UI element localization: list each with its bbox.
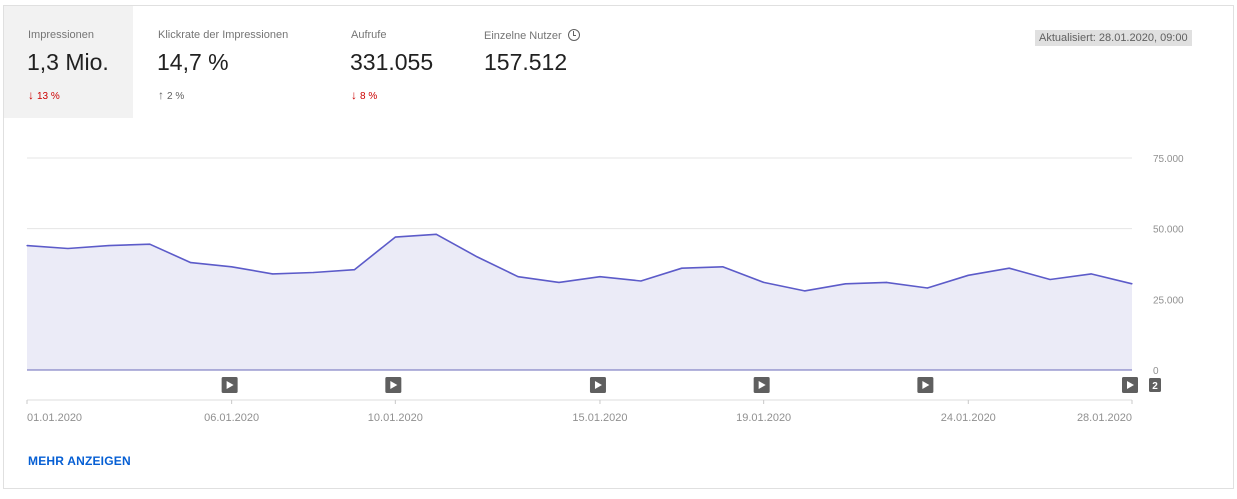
metric-value: 331.055 — [350, 49, 434, 75]
data-point[interactable] — [67, 247, 69, 250]
arrow-up-icon: ↑ — [158, 88, 164, 102]
data-point[interactable] — [558, 281, 560, 283]
data-point[interactable] — [108, 245, 110, 247]
x-tick-label: 24.01.2020 — [941, 412, 996, 424]
metric-delta: ↓ 8 % — [351, 88, 378, 102]
data-point[interactable] — [885, 281, 888, 283]
x-tick-label: 06.01.2020 — [204, 412, 259, 424]
x-tick-label: 19.01.2020 — [736, 412, 791, 424]
y-tick-label: 25.000 — [1153, 295, 1184, 306]
metric-views[interactable]: Aufrufe 331.055 ↓ 8 % — [323, 6, 457, 118]
metric-value: 1,3 Mio. — [27, 49, 109, 75]
data-point[interactable] — [967, 274, 969, 276]
metric-delta: ↑ 2 % — [158, 88, 185, 102]
play-icon[interactable] — [917, 377, 934, 393]
x-tick-label: 01.01.2020 — [27, 412, 82, 424]
metric-label: Klickrate der Impressionen — [158, 29, 289, 41]
metric-delta: ↓ 13 % — [28, 88, 60, 102]
play-icon[interactable] — [385, 377, 402, 393]
data-point[interactable] — [231, 266, 233, 268]
data-point[interactable] — [312, 271, 315, 274]
x-tick-label: 15.01.2020 — [572, 412, 627, 424]
data-point[interactable] — [803, 290, 806, 292]
show-more-link[interactable]: MEHR ANZEIGEN — [28, 454, 131, 468]
series-line — [26, 233, 1133, 292]
updated-badge: Aktualisiert: 28.01.2020, 09:00 — [1035, 30, 1192, 46]
data-point[interactable] — [1131, 283, 1133, 285]
data-point[interactable] — [271, 273, 274, 275]
play-icon[interactable] — [1122, 377, 1138, 393]
data-point[interactable] — [926, 287, 928, 289]
x-tick-label: 28.01.2020 — [1077, 412, 1132, 424]
metric-label: Aufrufe — [351, 29, 387, 41]
data-point[interactable] — [599, 276, 601, 278]
metric-label: Impressionen — [28, 29, 95, 41]
metric-ctr[interactable]: Klickrate der Impressionen 14,7 % ↑ 2 % — [133, 6, 323, 118]
data-point[interactable] — [722, 266, 724, 268]
data-point[interactable] — [353, 269, 356, 271]
metric-unique-users[interactable]: Einzelne Nutzer 157.512 — [457, 6, 617, 118]
y-tick-label: 75.000 — [1153, 154, 1184, 165]
line-chart: 0 25.000 50.000 75.000 01.01.2020 06.01.2020… — [26, 154, 1184, 424]
data-point[interactable] — [517, 276, 519, 278]
y-axis-ticks: 0 25.000 50.000 75.000 — [1153, 154, 1184, 377]
x-tick-label: 10.01.2020 — [368, 412, 423, 424]
series-area — [27, 234, 1132, 370]
y-tick-label: 50.000 — [1153, 225, 1184, 236]
metric-impressions[interactable]: Impressionen 1,3 Mio. ↓ 13 % — [4, 6, 133, 118]
metric-value: 14,7 % — [157, 49, 229, 75]
y-tick-label: 0 — [1153, 366, 1159, 377]
data-point[interactable] — [640, 280, 642, 282]
data-point[interactable] — [1090, 273, 1092, 275]
arrow-down-icon: ↓ — [28, 88, 34, 102]
data-point[interactable] — [394, 236, 396, 238]
data-point[interactable] — [1049, 278, 1051, 281]
data-point[interactable] — [844, 283, 847, 285]
data-point[interactable] — [763, 281, 765, 283]
arrow-down-icon: ↓ — [351, 88, 357, 102]
data-point[interactable] — [190, 261, 192, 264]
clock-icon[interactable] — [567, 29, 580, 41]
play-icon[interactable] — [221, 377, 238, 393]
video-markers: 2 — [221, 377, 1161, 393]
analytics-card: Impressionen 1,3 Mio. ↓ 13 % Klickrate de… — [3, 5, 1234, 489]
data-point[interactable] — [476, 256, 478, 258]
data-point[interactable] — [26, 245, 28, 247]
metric-label: Einzelne Nutzer — [484, 29, 580, 42]
chart-series — [26, 233, 1133, 370]
metric-value: 157.512 — [484, 49, 568, 75]
data-point[interactable] — [435, 233, 437, 235]
data-point[interactable] — [1008, 267, 1010, 269]
data-point[interactable] — [149, 243, 151, 245]
play-icon[interactable] — [753, 377, 770, 393]
marker-count-badge[interactable]: 2 — [1149, 378, 1161, 392]
data-point[interactable] — [681, 267, 683, 269]
play-icon[interactable] — [589, 377, 606, 393]
x-axis: 01.01.2020 06.01.2020 10.01.2020 15.01.2020… — [26, 369, 1133, 424]
marker-count-label: 2 — [1152, 381, 1158, 392]
